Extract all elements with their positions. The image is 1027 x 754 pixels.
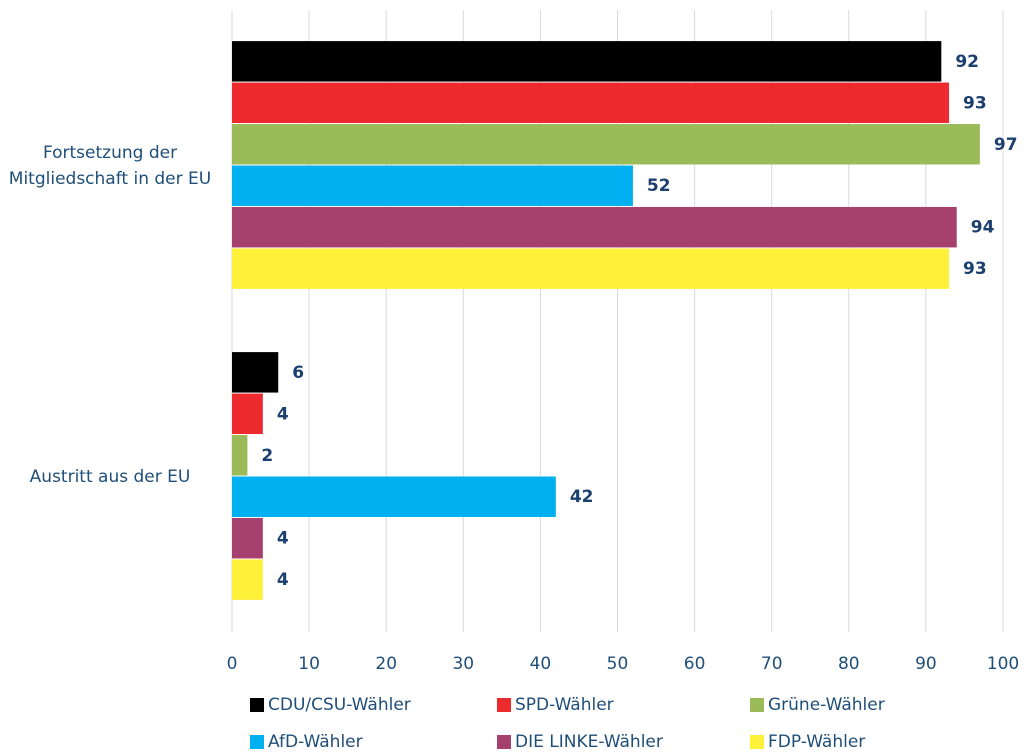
value-label: 94 bbox=[971, 218, 995, 238]
bar bbox=[232, 248, 950, 289]
bar bbox=[232, 41, 942, 82]
bar bbox=[232, 393, 263, 435]
legend-label: DIE LINKE-Wähler bbox=[515, 732, 663, 752]
legend-swatch bbox=[497, 735, 511, 749]
x-tick-label: 10 bbox=[298, 654, 320, 674]
legend-label: AfD-Wähler bbox=[268, 732, 363, 752]
x-tick-label: 40 bbox=[530, 654, 552, 674]
legend-swatch bbox=[750, 698, 764, 712]
x-tick-label: 70 bbox=[761, 654, 783, 674]
legend-label: SPD-Wähler bbox=[515, 695, 614, 715]
x-tick-label: 50 bbox=[607, 654, 629, 674]
value-label: 4 bbox=[277, 529, 289, 549]
bar bbox=[232, 559, 263, 600]
value-label: 93 bbox=[963, 93, 987, 113]
legend-swatch bbox=[250, 735, 264, 749]
legend-label: Grüne-Wähler bbox=[768, 695, 885, 715]
x-tick-label: 90 bbox=[915, 654, 937, 674]
legend-swatch bbox=[497, 698, 511, 712]
x-tick-label: 80 bbox=[838, 654, 860, 674]
x-tick-label: 100 bbox=[987, 654, 1019, 674]
value-label: 4 bbox=[277, 570, 289, 590]
bar bbox=[232, 476, 556, 517]
legend-label: CDU/CSU-Wähler bbox=[268, 695, 411, 715]
x-tick-label: 0 bbox=[227, 654, 238, 674]
value-label: 42 bbox=[570, 487, 594, 507]
x-tick-label: 30 bbox=[452, 654, 474, 674]
value-label: 97 bbox=[994, 135, 1018, 155]
bar bbox=[232, 435, 248, 476]
x-tick-label: 60 bbox=[684, 654, 706, 674]
value-label: 52 bbox=[647, 176, 671, 196]
bar bbox=[232, 82, 950, 124]
value-label: 6 bbox=[292, 363, 304, 383]
x-tick-label: 20 bbox=[375, 654, 397, 674]
bar bbox=[232, 352, 279, 393]
value-label: 2 bbox=[261, 446, 273, 466]
value-label: 92 bbox=[955, 52, 979, 72]
legend-label: FDP-Wähler bbox=[768, 732, 865, 752]
category-label: Austritt aus der EU bbox=[29, 466, 191, 487]
bar bbox=[232, 206, 957, 248]
legend-swatch bbox=[750, 735, 764, 749]
category-label: Fortsetzung der Mitgliedschaft in der EU bbox=[8, 142, 212, 189]
legend-swatch bbox=[250, 698, 264, 712]
value-label: 4 bbox=[277, 404, 289, 424]
bar bbox=[232, 517, 263, 559]
bar bbox=[232, 165, 633, 206]
bar bbox=[232, 124, 980, 165]
value-label: 93 bbox=[963, 259, 987, 279]
